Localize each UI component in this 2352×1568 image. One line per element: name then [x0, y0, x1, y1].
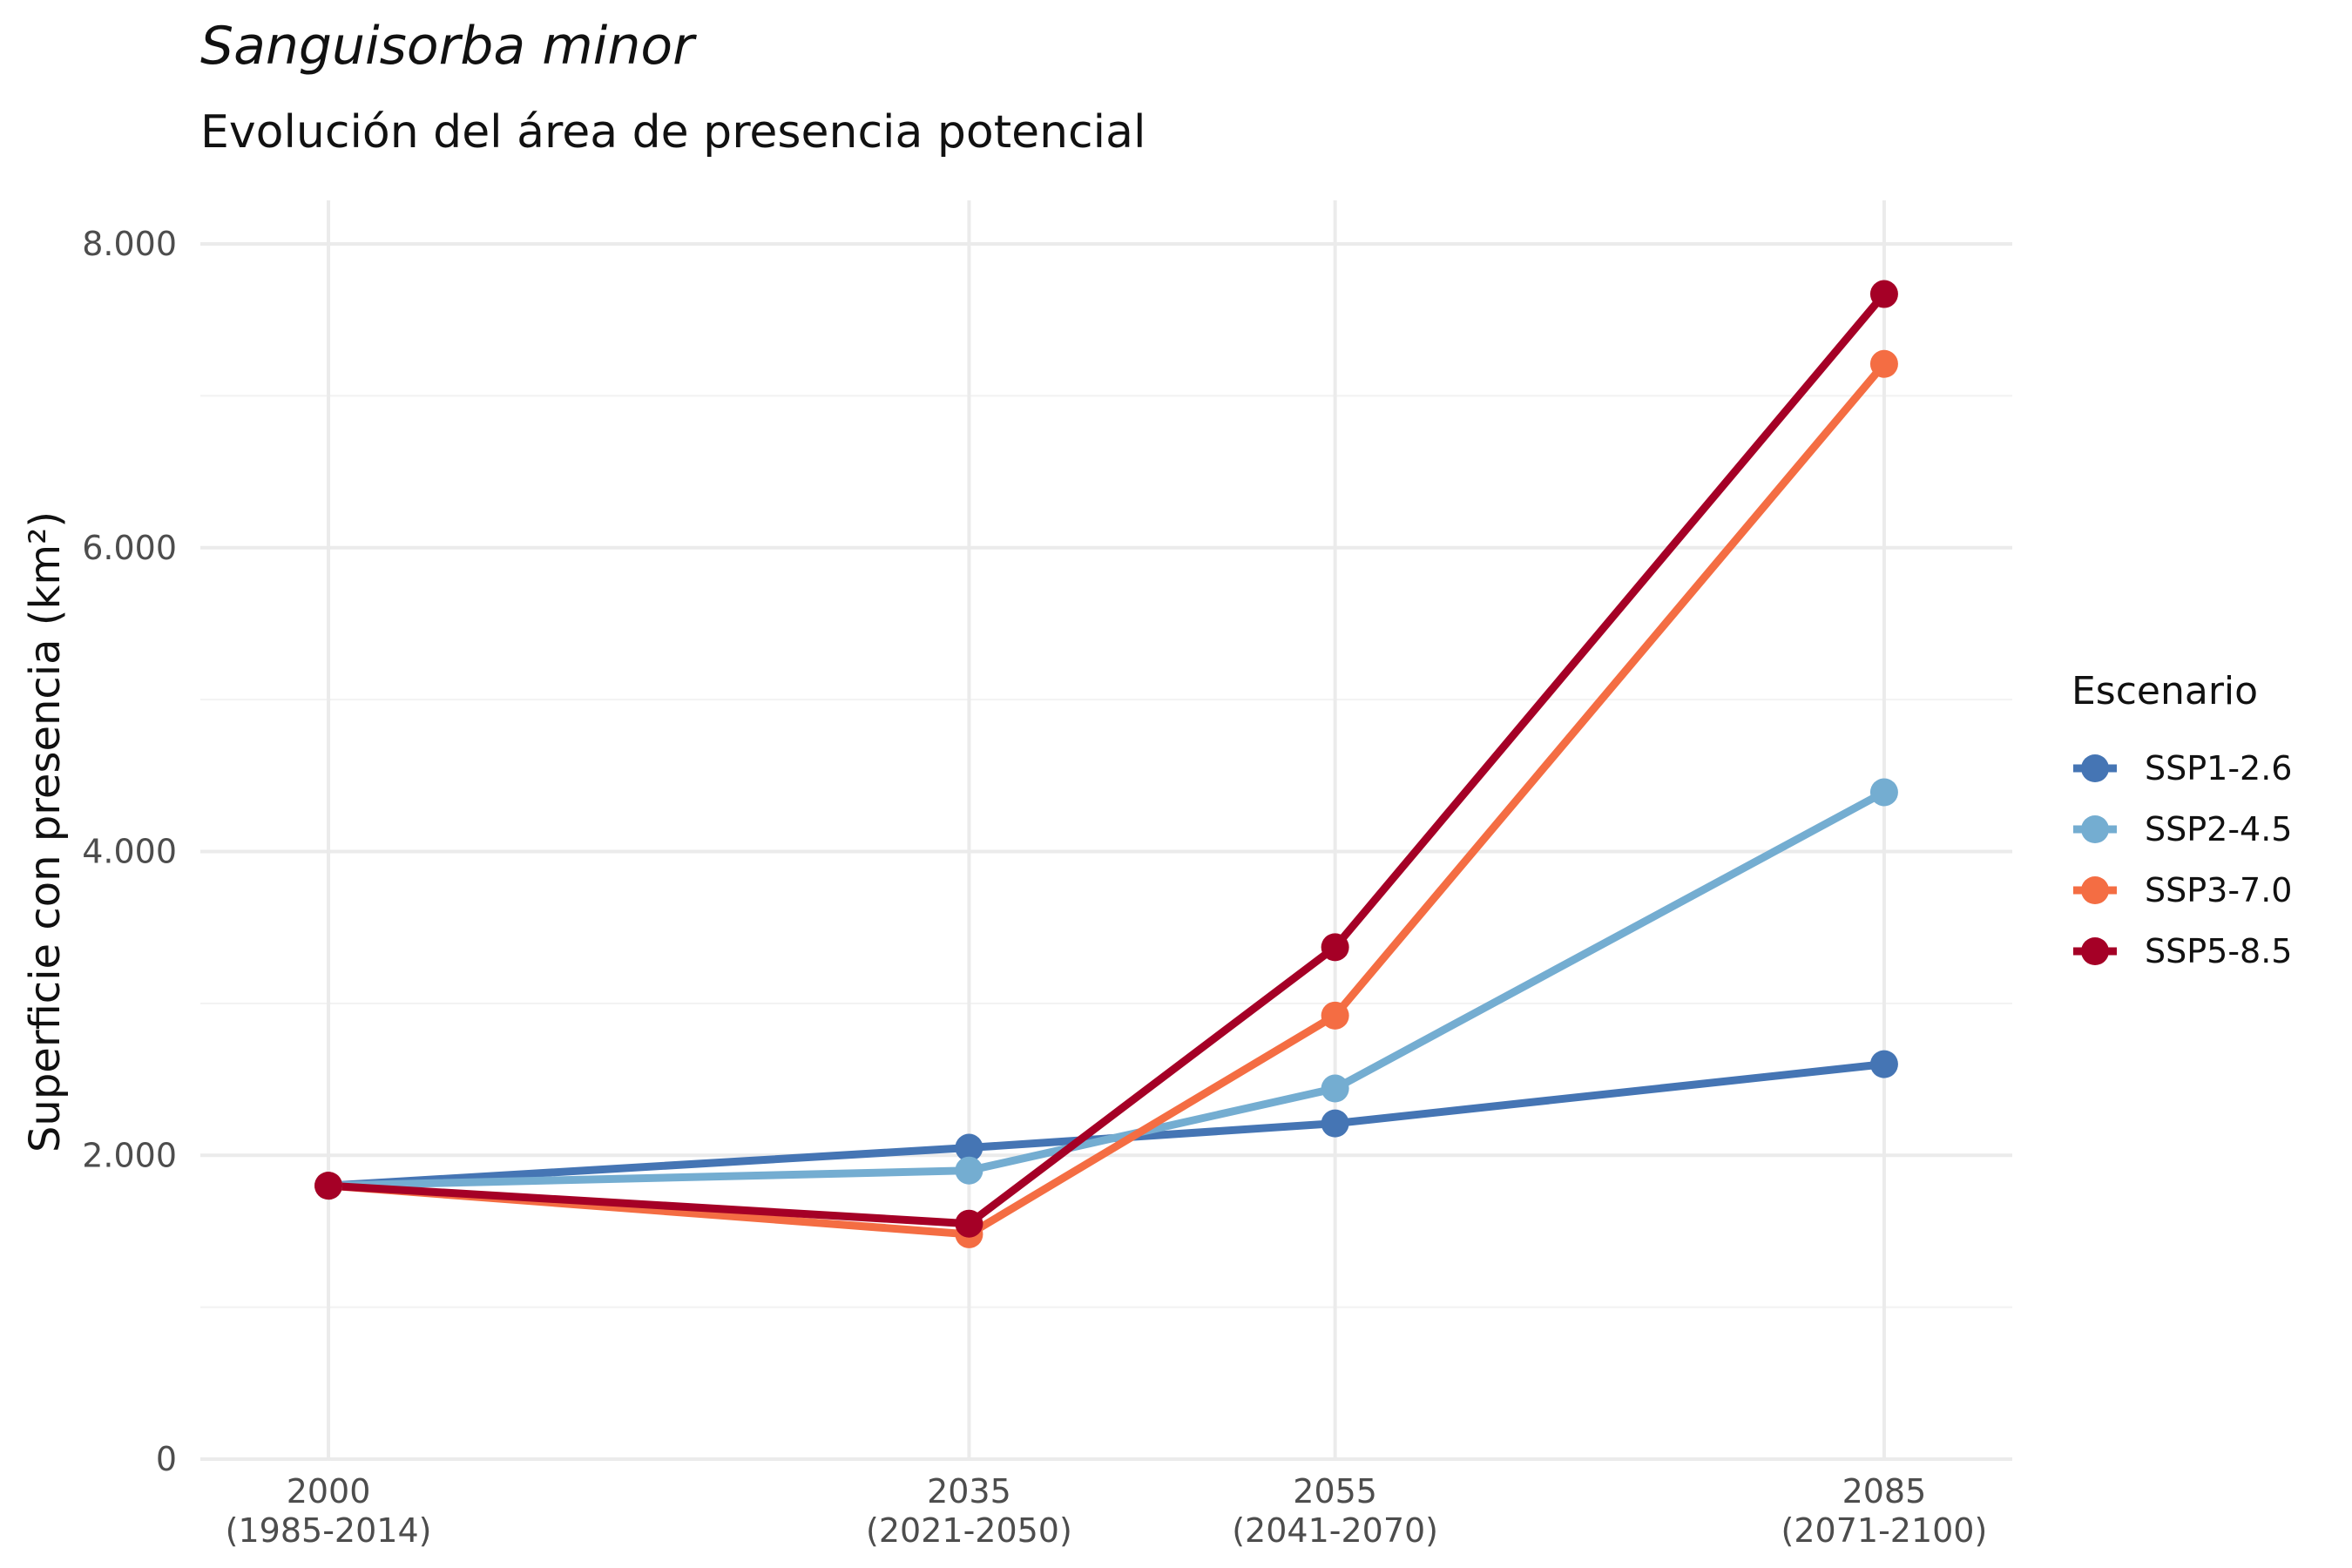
series-line-ssp1-2.6	[328, 1060, 1885, 1190]
data-point-ssp1-2.6	[955, 1133, 983, 1162]
y-tick-label: 2.000	[82, 1136, 177, 1174]
data-point-ssp3-7.0	[1869, 349, 1898, 378]
legend-label: SSP5-8.5	[2145, 932, 2292, 970]
chart-title: Sanguisorba minor	[200, 16, 694, 77]
x-tick-label: (2071-2100)	[1781, 1511, 1988, 1550]
x-tick-label: 2055	[1293, 1472, 1377, 1511]
x-axis-ticks: 2000(1985-2014) 2035(2021-2050) 2055(2041-…	[226, 1472, 1988, 1550]
legend-key-point	[2081, 754, 2109, 782]
y-tick-label: 4.000	[82, 833, 177, 871]
series-points	[314, 280, 1898, 1248]
series-line-ssp5-8.5	[328, 291, 1888, 1228]
legend-label: SSP2-4.5	[2145, 810, 2292, 848]
y-axis-ticks: 0 2.000 4.000 6.000 8.000	[82, 225, 177, 1478]
data-point-ssp5-8.5	[955, 1209, 983, 1238]
legend-label: SSP1-2.6	[2145, 749, 2292, 787]
x-tick-label: (2021-2050)	[866, 1511, 1072, 1550]
legend-key-point	[2081, 937, 2109, 965]
series-line-ssp3-7.0	[328, 361, 1888, 1239]
x-tick-label: 2000	[287, 1472, 371, 1511]
y-tick-label: 8.000	[82, 225, 177, 263]
data-point-ssp2-4.5	[955, 1156, 983, 1185]
x-tick-label: 2085	[1842, 1472, 1927, 1511]
chart-subtitle: Evolución del área de presencia potencia…	[200, 106, 1146, 159]
data-point-ssp2-4.5	[1869, 778, 1898, 807]
legend-key-point	[2081, 815, 2109, 843]
data-point-ssp5-8.5	[314, 1172, 343, 1200]
x-tick-label: (1985-2014)	[226, 1511, 432, 1550]
legend-title: Escenario	[2072, 669, 2258, 713]
data-point-ssp5-8.5	[1321, 933, 1349, 962]
series-lines	[328, 291, 1888, 1239]
legend-label: SSP3-7.0	[2145, 871, 2292, 909]
data-point-ssp1-2.6	[1321, 1109, 1349, 1138]
grid	[200, 200, 2012, 1461]
y-tick-label: 6.000	[82, 529, 177, 567]
legend: Escenario SSP1-2.6 SSP2-4.5 SSP3-7.0 SSP5-8…	[2072, 669, 2292, 970]
legend-key-point	[2081, 876, 2109, 904]
data-point-ssp5-8.5	[1869, 280, 1898, 308]
x-tick-label: (2041-2070)	[1232, 1511, 1438, 1550]
y-tick-label: 0	[156, 1440, 177, 1478]
x-tick-label: 2035	[927, 1472, 1011, 1511]
y-axis-title: Superficie con presencia (km²)	[21, 511, 70, 1152]
data-point-ssp2-4.5	[1321, 1074, 1349, 1103]
data-point-ssp1-2.6	[1869, 1050, 1898, 1078]
data-point-ssp3-7.0	[1321, 1001, 1349, 1030]
